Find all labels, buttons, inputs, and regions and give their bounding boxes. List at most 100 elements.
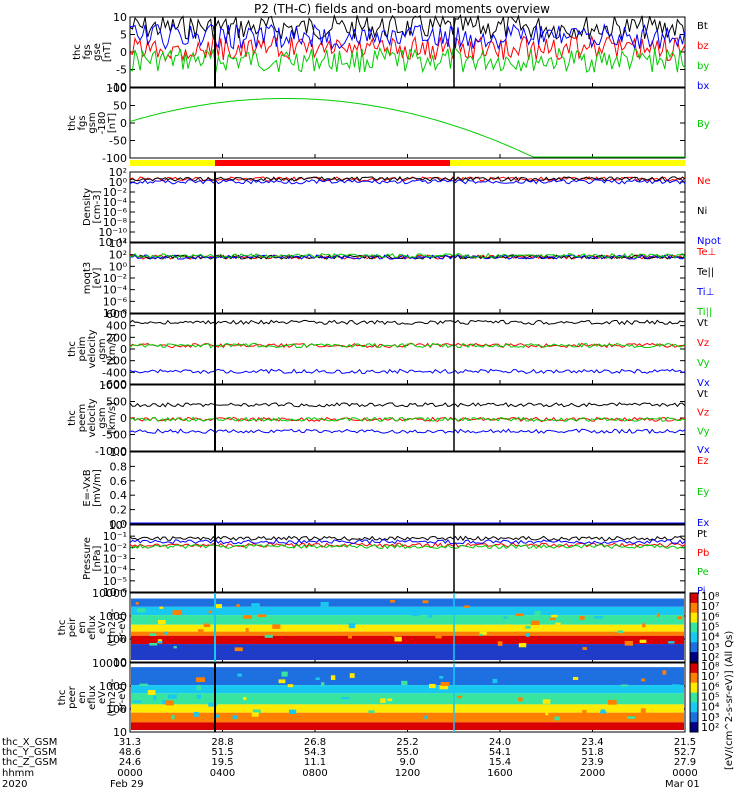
colorbar-tick-label: 10⁷	[701, 600, 719, 613]
y-axis-label: (cm2-s-	[107, 678, 118, 716]
series-Vx	[129, 368, 686, 375]
y-axis-label: gsm	[97, 407, 108, 428]
y-tick-label: 10²	[109, 166, 127, 179]
footer-value: 24.0	[489, 737, 511, 748]
panel-frame	[129, 87, 686, 159]
y-tick-label: 400	[106, 320, 127, 333]
y-tick-label: 100	[106, 703, 127, 716]
y-axis-label: Pressure	[82, 537, 93, 580]
y-tick-label: 0	[120, 117, 127, 130]
y-tick-label: 10⁻⁸	[103, 216, 128, 229]
spectrogram-noise	[196, 677, 205, 683]
spectrogram-noise	[236, 604, 240, 608]
spectrogram-noise	[639, 639, 647, 643]
y-axis-label: [nT]	[102, 42, 113, 62]
y-axis-label: sr-eV)	[117, 683, 128, 712]
spectrogram-noise	[579, 615, 585, 620]
y-tick-label: 10⁰	[109, 519, 128, 532]
spectrogram-noise	[198, 629, 204, 633]
legend-Vy: Vy	[697, 426, 710, 437]
colorbar-segment	[690, 692, 698, 703]
colorbar-segment	[690, 682, 698, 694]
y-axis-label: [eV]	[92, 268, 103, 289]
spectrogram-noise	[457, 695, 463, 699]
y-tick-label: 10⁻¹⁰	[98, 226, 127, 239]
y-axis-label: [nT]	[107, 113, 118, 133]
spectrogram-noise	[572, 676, 579, 680]
y-axis-label: en	[77, 621, 88, 634]
spectrogram-noise	[133, 700, 142, 703]
y-tick-label: 10⁻²	[103, 541, 127, 554]
spectrogram-noise	[411, 611, 420, 616]
y-axis-label: peer	[67, 685, 78, 709]
footer-value: 27.9	[674, 757, 696, 768]
colorbar-segment	[690, 642, 698, 653]
footer-date: Mar 01	[665, 779, 700, 790]
y-tick-label: 10⁻⁸	[103, 307, 128, 320]
spectrogram-noise	[594, 616, 603, 619]
colorbar-segment	[690, 612, 698, 624]
spectrogram-noise	[562, 696, 566, 701]
spectrogram-noise	[380, 698, 386, 703]
spectrogram-noise	[620, 684, 628, 687]
spectrogram-band	[131, 624, 684, 632]
x-axis-footer: thc_X_GSM 31.3 28.8 26.8 25.2 24.0 23.4 21.5 thc…	[2, 737, 700, 790]
series-Ti||	[129, 252, 686, 259]
y-axis-label: eV	[97, 691, 108, 704]
y-axis-label: eflux	[87, 685, 98, 710]
spectrogram-noise	[308, 716, 313, 722]
spectrogram-noise	[149, 642, 158, 646]
spectrogram-noise	[159, 606, 164, 609]
spectrogram-noise	[387, 698, 393, 702]
spectrogram-band	[131, 667, 684, 686]
spectrogram-noise	[555, 622, 561, 627]
footer-value: 48.6	[119, 747, 141, 758]
colorbar-tick-label: 10⁸	[701, 590, 720, 603]
spectrogram-band	[131, 598, 684, 607]
spectrogram-noise	[641, 678, 646, 682]
legend-By: By	[697, 119, 710, 130]
spectrogram-band	[131, 644, 684, 660]
spectrogram-noise	[582, 709, 587, 714]
legend-Ne: Ne	[697, 176, 711, 187]
y-tick-label: -200	[102, 355, 127, 368]
panel-frame	[129, 451, 686, 525]
spectrogram-noise	[172, 610, 182, 616]
spectrogram-noise	[139, 683, 149, 687]
spectrogram-noise	[289, 709, 297, 715]
series-bz	[129, 34, 686, 63]
legend-Pb: Pb	[697, 548, 709, 559]
spectrogram-noise	[582, 647, 587, 650]
footer-value: 15.4	[489, 757, 511, 768]
spectrogram-noise	[135, 602, 139, 605]
chart-title: P2 (TH-C) fields and on-board moments ov…	[254, 2, 550, 16]
footer-row-label: thc_X_GSM	[2, 737, 57, 748]
colorbar-segment	[690, 702, 698, 713]
spectrogram-noise	[321, 682, 325, 687]
y-axis-label: [mV/m]	[92, 469, 103, 507]
y-axis-label: thc	[57, 620, 68, 636]
y-tick-label: 0.2	[110, 504, 128, 517]
series-by	[129, 46, 686, 74]
y-tick-label: 50	[113, 100, 127, 113]
y-axis-label: [km/s]	[107, 333, 118, 365]
y-tick-label: 0.4	[110, 489, 128, 502]
footer-value: 24.6	[119, 757, 141, 768]
footer-value: 19.5	[211, 757, 233, 768]
spectrogram-noise	[149, 633, 157, 636]
y-tick-label: 10⁰	[109, 260, 128, 273]
spectrogram-noise	[518, 697, 523, 702]
y-tick-label: -100	[102, 152, 127, 165]
y-tick-label: 100	[106, 82, 127, 95]
spectrogram-noise	[390, 599, 395, 603]
spectrogram-noise	[165, 700, 174, 706]
spectrogram-band	[131, 722, 684, 730]
spectrogram-noise	[600, 709, 606, 714]
spectrogram-noise	[158, 619, 166, 625]
spectrogram-noise	[252, 709, 261, 714]
y-axis-label: (cm2-s-	[107, 608, 118, 646]
colorbar-segment	[690, 652, 698, 663]
spectrogram-band	[131, 693, 684, 705]
spectrogram-noise	[157, 641, 163, 644]
spectrogram-noise	[287, 684, 294, 688]
